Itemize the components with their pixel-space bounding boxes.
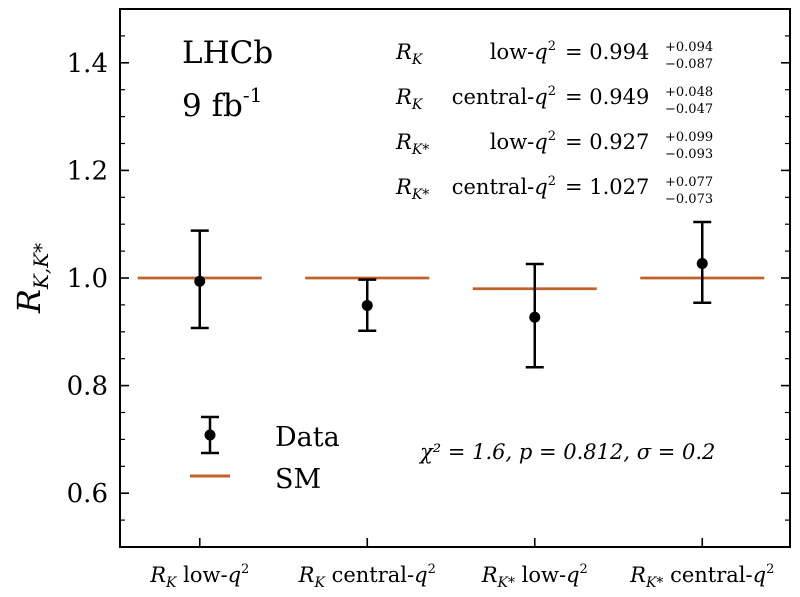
result-row: RK central-q2 = 0.949 +0.048 −0.047 (395, 84, 713, 117)
result-value: = 0.949 (565, 85, 649, 109)
plot-marks (137, 220, 765, 369)
x-category-label: RK central-q2 (298, 562, 436, 591)
luminosity-label: 9 fb-1 (182, 83, 262, 124)
result-value: = 0.994 (565, 40, 649, 64)
result-err-down: −0.087 (665, 57, 713, 72)
x-axis: RK low-q2 RK central-q2 RK* low-q2 RK* cent… (149, 538, 774, 591)
result-symbol: RK (395, 40, 424, 68)
result-err-down: −0.073 (665, 192, 713, 207)
result-region: low-q2 (490, 129, 556, 154)
result-row: RK* central-q2 = 1.027 +0.077 −0.073 (395, 174, 713, 207)
data-point (194, 275, 206, 287)
experiment-label: LHCb (182, 35, 273, 71)
legend-data-marker (204, 429, 216, 441)
luminosity-value: 9 fb (182, 88, 243, 124)
x-category-label: RK low-q2 (149, 562, 249, 591)
legend-sm-label: SM (275, 464, 321, 495)
result-err-up: +0.094 (665, 40, 713, 55)
legend-data-label: Data (275, 422, 340, 453)
fit-statistics: χ² = 1.6, p = 0.812, σ = 0.2 (418, 440, 715, 464)
result-region: central-q2 (452, 84, 556, 109)
result-err-up: +0.099 (665, 130, 713, 145)
data-point (696, 257, 708, 269)
result-region: low-q2 (490, 39, 556, 64)
y-axis: 0.6 0.8 1.0 1.2 1.4 (67, 35, 790, 521)
y-tick-label: 1.0 (67, 264, 108, 294)
y-tick-label: 1.2 (67, 156, 108, 186)
x-category-label: RK* low-q2 (481, 562, 588, 591)
result-symbol: RK* (395, 175, 429, 203)
x-category-label: RK* central-q2 (629, 562, 774, 591)
result-symbol: RK (395, 85, 424, 113)
y-tick-label: 0.6 (67, 479, 108, 509)
y-tick-label: 1.4 (67, 49, 108, 79)
result-err-down: −0.093 (665, 147, 713, 162)
legend: Data SM (190, 415, 340, 495)
y-tick-label: 0.8 (67, 372, 108, 402)
result-err-up: +0.077 (665, 175, 713, 190)
result-value: = 0.927 (565, 130, 649, 154)
result-err-down: −0.047 (665, 102, 713, 117)
result-region: central-q2 (452, 174, 556, 199)
result-err-up: +0.048 (665, 85, 713, 100)
luminosity-exponent: -1 (243, 83, 262, 107)
y-axis-label: RK,K* (10, 243, 53, 314)
results-table: RK low-q2 = 0.994 +0.094 −0.087 RK central-q2 =… (395, 39, 713, 207)
data-point (529, 311, 541, 323)
result-row: RK* low-q2 = 0.927 +0.099 −0.093 (395, 129, 713, 162)
result-value: = 1.027 (565, 175, 649, 199)
result-symbol: RK* (395, 130, 429, 158)
result-row: RK low-q2 = 0.994 +0.094 −0.087 (395, 39, 713, 72)
data-point (361, 299, 373, 311)
